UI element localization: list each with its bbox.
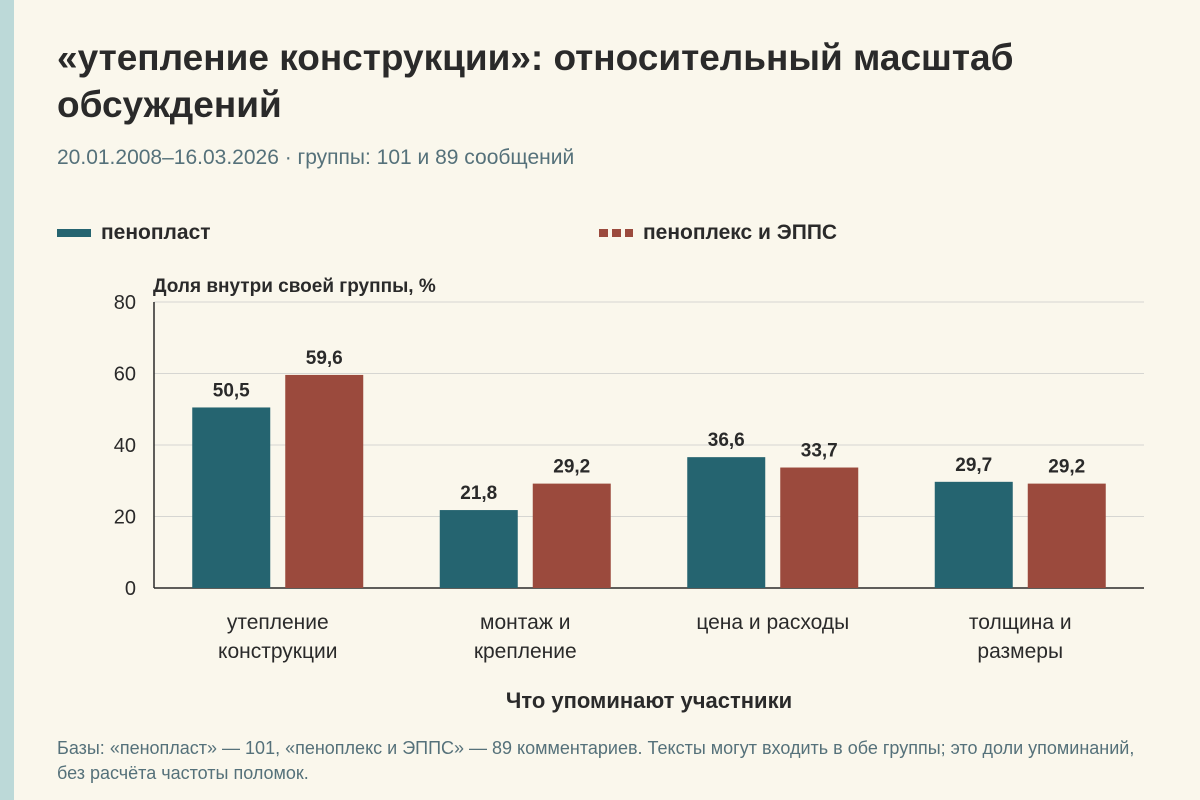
data-label: 21,8 <box>460 483 497 504</box>
chart-caption: Базы: «пенопласт» — 101, «пеноплекс и ЭП… <box>57 738 1135 783</box>
legend-item-penoplast: пенопласт <box>57 218 211 248</box>
bar <box>780 467 859 588</box>
data-label: 29,2 <box>1048 457 1085 478</box>
x-tick-label-line: утепление <box>227 611 329 634</box>
legend-swatch-penopleks <box>599 229 633 237</box>
data-label: 29,7 <box>955 455 992 476</box>
legend-item-penopleks: пеноплекс и ЭППС <box>599 218 837 248</box>
y-axis-label: Доля внутри своей группы, % <box>153 276 436 297</box>
legend-label-penoplast: пенопласт <box>101 221 211 244</box>
bar <box>192 407 271 588</box>
x-tick-label: утепление конструкции <box>218 611 337 663</box>
x-tick-label-line: размеры <box>977 640 1063 663</box>
x-tick-label: цена и расходы <box>696 611 849 634</box>
bar <box>439 510 518 588</box>
data-label: 29,2 <box>553 457 590 478</box>
chart-subtitle: 20.01.2008–16.03.2026 · группы: 101 и 89… <box>57 146 575 169</box>
chart-title: «утепление конструкции»: относительный м… <box>57 37 1014 125</box>
bar <box>532 483 611 588</box>
bar <box>934 481 1013 588</box>
y-tick-label: 40 <box>114 435 136 457</box>
y-tick-label: 60 <box>114 364 136 386</box>
y-tick-label: 20 <box>114 507 136 529</box>
x-tick-label: монтаж и крепление <box>474 611 577 663</box>
data-label: 50,5 <box>213 380 250 401</box>
x-tick-label: толщина и размеры <box>969 611 1072 663</box>
x-tick-label-line: цена и расходы <box>696 611 849 634</box>
data-label: 59,6 <box>306 348 343 369</box>
data-label: 33,7 <box>801 441 838 462</box>
x-tick-label-line: конструкции <box>218 640 337 663</box>
x-tick-label-line: монтаж и <box>480 611 570 634</box>
x-tick-label-line: крепление <box>474 640 577 663</box>
bar <box>687 457 766 588</box>
data-label: 36,6 <box>708 430 745 451</box>
legend-label-penopleks: пеноплекс и ЭППС <box>643 221 838 244</box>
bar <box>1027 483 1106 588</box>
x-tick-label-line: толщина и <box>969 611 1072 634</box>
legend-swatch-penoplast <box>57 229 91 237</box>
x-axis-label: Что упоминают участники <box>506 688 792 713</box>
y-tick-label: 0 <box>125 578 136 600</box>
y-tick-label: 80 <box>114 292 136 314</box>
left-accent-strip <box>0 0 14 800</box>
bar <box>285 374 364 588</box>
